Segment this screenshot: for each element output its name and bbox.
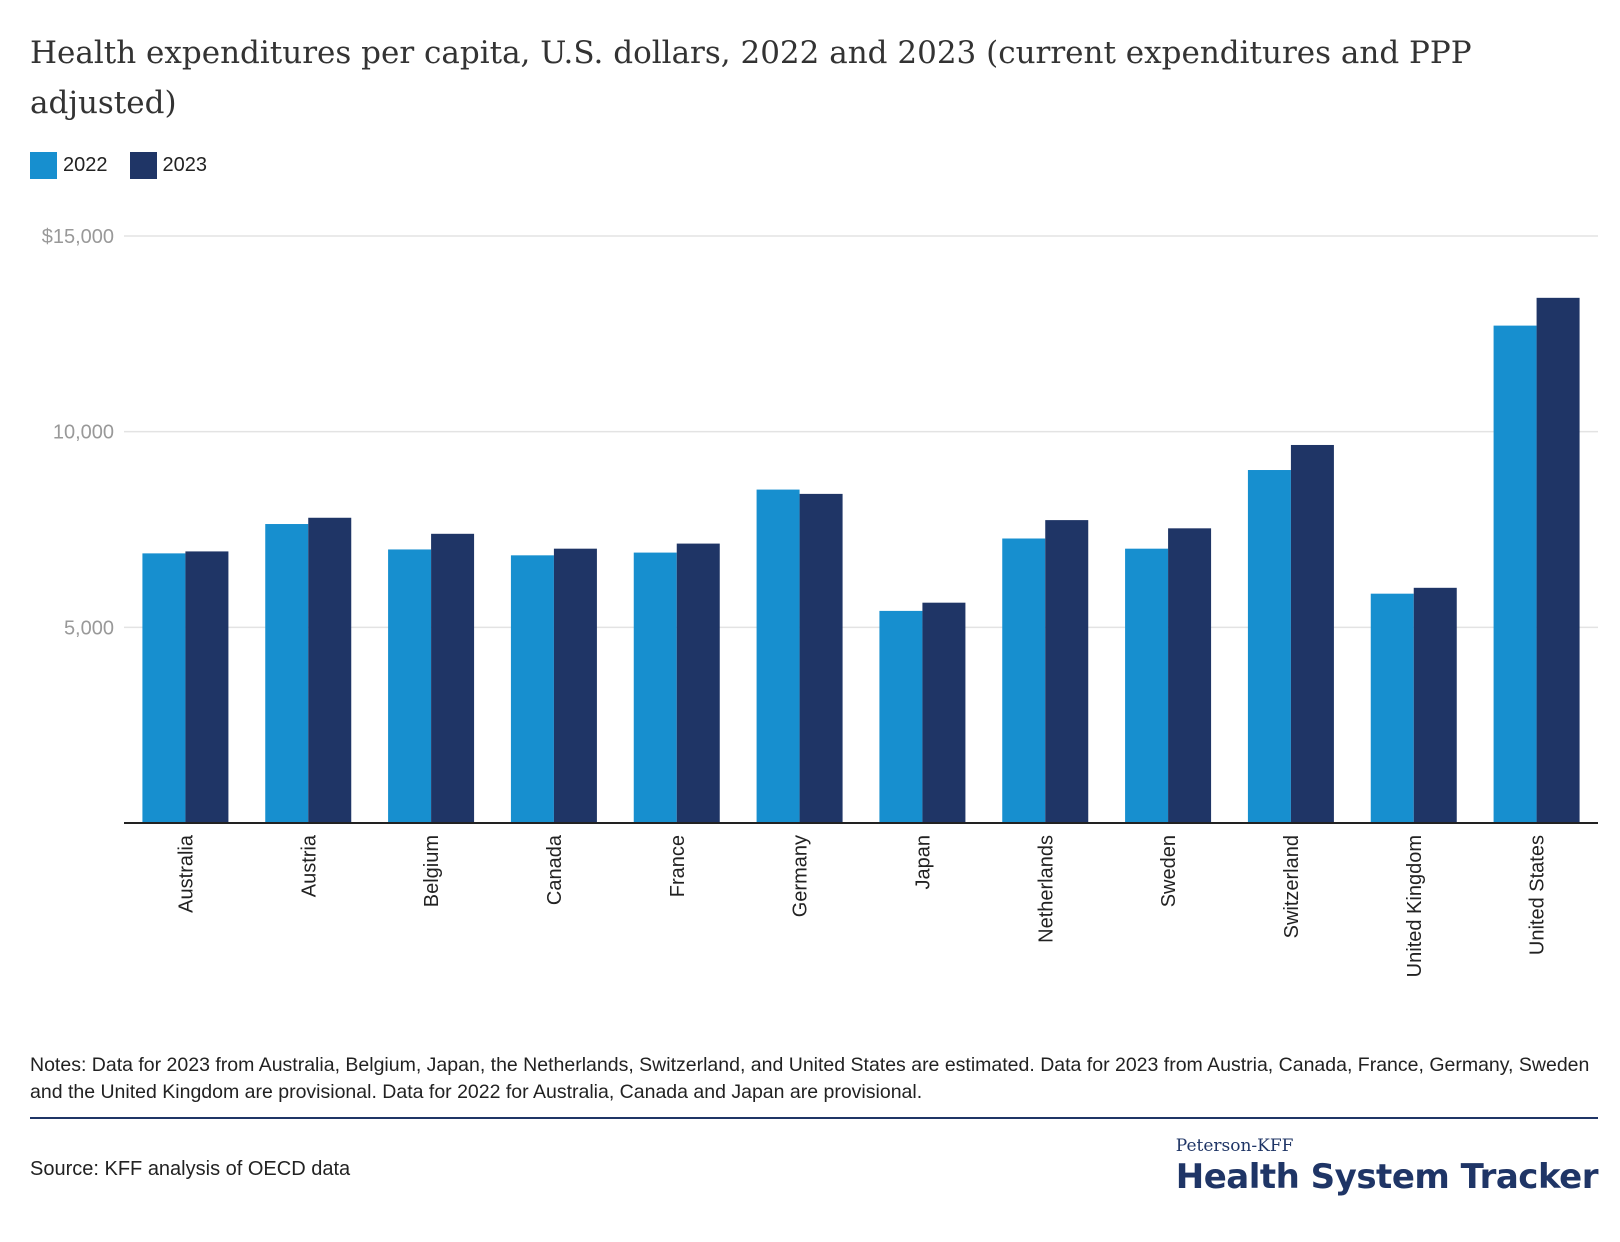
x-tick-label: Australia	[175, 834, 197, 913]
brand-logo-top: Peterson-KFF	[1175, 1136, 1294, 1156]
bar-2023-canada[interactable]	[553, 548, 597, 823]
y-tick-label: $15,000	[42, 226, 114, 248]
legend-label-2023: 2023	[162, 154, 208, 176]
bar-2022-united-states[interactable]	[1493, 325, 1537, 823]
bar-2022-netherlands[interactable]	[1002, 538, 1046, 823]
bar-2023-netherlands[interactable]	[1045, 520, 1089, 823]
bar-2023-germany[interactable]	[799, 493, 843, 823]
bar-2022-belgium[interactable]	[388, 549, 432, 823]
x-tick-label: United Kingdom	[1404, 835, 1426, 977]
bar-2022-australia[interactable]	[142, 553, 186, 823]
bar-2023-france[interactable]	[676, 543, 720, 823]
bar-2023-united-kingdom[interactable]	[1413, 587, 1457, 823]
chart-notes: Notes: Data for 2023 from Australia, Bel…	[30, 1054, 1590, 1103]
bar-2023-sweden[interactable]	[1168, 528, 1212, 823]
bar-2022-canada[interactable]	[510, 555, 554, 823]
x-tick-label: Belgium	[421, 835, 443, 907]
x-tick-label: Netherlands	[1035, 835, 1057, 943]
bar-2023-united-states[interactable]	[1536, 297, 1580, 823]
bars	[142, 297, 1580, 823]
x-tick-label: Germany	[790, 835, 812, 917]
legend-item-2023[interactable]: 2023	[129, 152, 208, 179]
x-tick-label: Sweden	[1158, 835, 1180, 907]
legend-label-2022: 2022	[63, 154, 108, 176]
bar-2022-austria[interactable]	[265, 524, 309, 823]
x-tick-label: United States	[1527, 835, 1549, 955]
y-axis-tick-labels: 5,000 10,000 $15,000	[42, 226, 114, 639]
brand-logo-main: Health System Tracker	[1175, 1157, 1599, 1197]
y-tick-label: 5,000	[64, 617, 114, 639]
y-tick-label: 10,000	[53, 422, 114, 444]
legend-swatch-2022	[30, 152, 57, 179]
bar-2022-france[interactable]	[633, 552, 677, 823]
bar-2023-japan[interactable]	[922, 602, 966, 823]
bar-chart: 5,000 10,000 $15,000 Australia Austria Belgi…	[42, 226, 1598, 977]
chart-title: Health expenditures per capita, U.S. dol…	[30, 35, 1472, 121]
bar-2022-sweden[interactable]	[1125, 548, 1169, 823]
legend-item-2022[interactable]: 2022	[30, 152, 108, 179]
bar-2022-japan[interactable]	[879, 610, 923, 823]
bar-2022-germany[interactable]	[756, 489, 800, 823]
x-tick-label: Switzerland	[1281, 835, 1303, 938]
bar-2023-belgium[interactable]	[431, 533, 475, 823]
bar-2023-austria[interactable]	[308, 517, 352, 823]
grid-lines	[124, 235, 1598, 629]
x-axis-tick-labels: Australia Austria Belgium Canada France Germa…	[175, 834, 1548, 977]
bar-2022-united-kingdom[interactable]	[1370, 593, 1414, 823]
legend-swatch-2023	[129, 152, 157, 179]
bar-2023-switzerland[interactable]	[1290, 444, 1334, 823]
divider	[30, 1117, 1598, 1119]
x-tick-label: Japan	[912, 835, 934, 890]
x-tick-label: Canada	[544, 834, 566, 905]
bar-2023-australia[interactable]	[185, 551, 229, 823]
brand-logo: Peterson-KFF Health System Tracker	[1175, 1135, 1599, 1197]
bar-2022-switzerland[interactable]	[1247, 470, 1291, 823]
chart-source: Source: KFF analysis of OECD data	[30, 1158, 351, 1180]
x-tick-label: Austria	[298, 834, 320, 897]
x-tick-label: France	[667, 835, 689, 897]
legend: 2022 2023	[30, 152, 229, 179]
